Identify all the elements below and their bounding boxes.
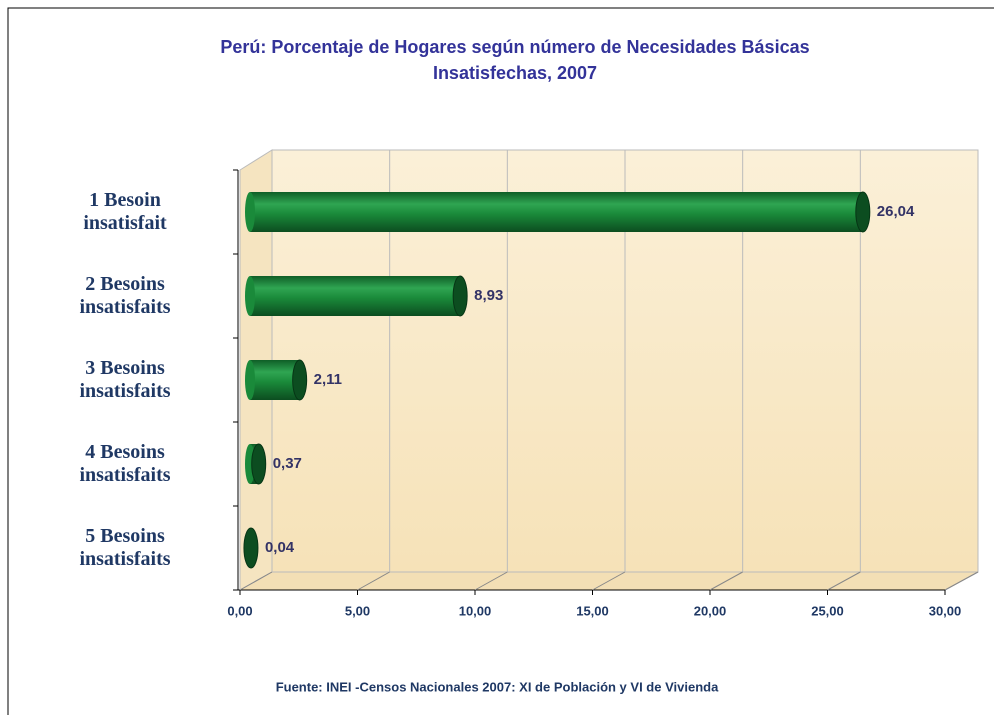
x-tick-label: 0,00	[227, 603, 252, 618]
value-label: 0,04	[265, 539, 295, 556]
category-label: 1 Besoin insatisfait	[83, 189, 167, 234]
bar-base	[245, 192, 255, 232]
bar	[250, 192, 863, 232]
value-label: 26,04	[877, 203, 915, 220]
bar-cap	[243, 527, 259, 569]
value-label: 2,11	[314, 371, 342, 388]
floor-grid-line	[592, 571, 626, 591]
chart-title: Perú: Porcentaje de Hogares según número…	[220, 37, 809, 83]
floor-grid-line	[239, 571, 273, 591]
value-label: 8,93	[474, 287, 503, 304]
category-label: 3 Besoins insatisfaits	[79, 357, 171, 402]
frame	[7, 7, 994, 715]
bar-base	[245, 360, 255, 400]
bar	[250, 360, 300, 400]
x-tick-label: 20,00	[694, 603, 727, 618]
bar-base	[245, 276, 255, 316]
floor-grid-line	[474, 571, 508, 591]
floor-grid-line	[709, 571, 743, 591]
category-label: 4 Besoins insatisfaits	[79, 441, 171, 486]
x-tick-label: 15,00	[576, 603, 609, 618]
bar-cap	[292, 359, 308, 401]
category-label: 5 Besoins insatisfaits	[79, 525, 171, 570]
bar-cap	[251, 443, 267, 485]
x-tick-label: 10,00	[459, 603, 492, 618]
floor-grid-line	[357, 571, 390, 591]
source-note: Fuente: INEI -Censos Nacionales 2007: XI…	[276, 679, 719, 694]
floor-grid-line	[944, 571, 979, 591]
x-tick-label: 5,00	[345, 603, 370, 618]
bar-cap	[452, 275, 468, 317]
x-tick-label: 25,00	[811, 603, 844, 618]
x-tick-label: 30,00	[929, 603, 962, 618]
value-label: 0,37	[273, 455, 302, 472]
floor-grid-line	[827, 571, 861, 591]
bar-cap	[855, 191, 871, 233]
category-label: 2 Besoins insatisfaits	[79, 273, 171, 318]
bar	[250, 276, 461, 316]
